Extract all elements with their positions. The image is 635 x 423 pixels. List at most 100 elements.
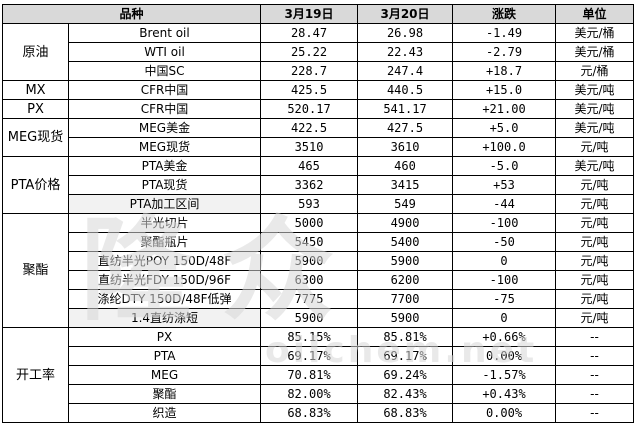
item-name: PTA美金 bbox=[67, 156, 262, 176]
group-label: 原油 bbox=[2, 23, 69, 81]
value-mar20: 541.17 bbox=[357, 99, 454, 119]
group-label: 开工率 bbox=[2, 327, 69, 423]
value-mar19: 25.22 bbox=[260, 42, 359, 62]
item-name: 涤纶DTY 150D/48F低弹 bbox=[67, 289, 262, 309]
table-row: 聚酯瓶片 5450 5400 -50 元/吨 bbox=[3, 232, 635, 252]
value-mar20: 440.5 bbox=[357, 80, 454, 100]
value-mar20: 460 bbox=[357, 156, 454, 176]
change-value: 0.00% bbox=[452, 346, 557, 366]
group-label: 聚酯 bbox=[2, 213, 69, 328]
change-value: -100 bbox=[452, 213, 557, 233]
value-mar20: 427.5 bbox=[357, 118, 454, 138]
value-mar20: 26.98 bbox=[357, 23, 454, 43]
change-value: +0.43% bbox=[452, 384, 557, 404]
header-variety: 品种 bbox=[1, 4, 262, 24]
table-row: 原油 Brent oil 28.47 26.98 -1.49 美元/桶 bbox=[2, 23, 635, 81]
change-value: -44 bbox=[452, 194, 557, 214]
unit: 元/桶 bbox=[555, 61, 635, 81]
item-name: 织造 bbox=[67, 403, 262, 423]
change-value: -1.49 bbox=[452, 23, 557, 43]
table-row: 直纺半光POY 150D/48F 5900 5900 0 元/吨 bbox=[3, 251, 635, 271]
value-mar19: 593 bbox=[260, 194, 359, 214]
change-value: +100.0 bbox=[452, 137, 557, 157]
unit: 元/吨 bbox=[555, 137, 635, 157]
value-mar20: 5400 bbox=[357, 232, 454, 252]
value-mar19: 5900 bbox=[260, 251, 359, 271]
item-name: PTA bbox=[67, 346, 262, 366]
table-row: 聚酯 半光切片 5000 4900 -100 元/吨 bbox=[2, 213, 635, 328]
item-name: PTA加工区间 bbox=[67, 194, 262, 214]
table-row: 1.4直纺涤短 5900 5900 0 元/吨 bbox=[3, 308, 635, 328]
change-value: -2.79 bbox=[452, 42, 557, 62]
change-value: +53 bbox=[452, 175, 557, 195]
table-row: MX CFR中国 425.5 440.5 +15.0 美元/吨 bbox=[2, 80, 635, 100]
table-row: PTA加工区间 593 549 -44 元/吨 bbox=[3, 194, 635, 214]
value-mar19: 425.5 bbox=[260, 80, 359, 100]
change-value: -50 bbox=[452, 232, 557, 252]
group-label: PX bbox=[2, 99, 69, 119]
table-row: 开工率 PX 85.15% 85.81% +0.66% -- bbox=[2, 327, 635, 423]
table-row: PX CFR中国 520.17 541.17 +21.00 美元/吨 bbox=[2, 99, 635, 119]
change-value: +5.0 bbox=[452, 118, 557, 138]
table-row: MEG现货 MEG美金 422.5 427.5 +5.0 美元/吨 bbox=[2, 118, 635, 157]
value-mar19: 6300 bbox=[260, 270, 359, 290]
group-label: PTA价格 bbox=[2, 156, 69, 214]
value-mar20: 68.83% bbox=[357, 403, 454, 423]
unit: 美元/吨 bbox=[555, 99, 635, 119]
change-value: +18.7 bbox=[452, 61, 557, 81]
item-name: 聚酯瓶片 bbox=[67, 232, 262, 252]
table-row: WTI oil 25.22 22.43 -2.79 美元/桶 bbox=[3, 42, 635, 62]
change-value: 0.00% bbox=[452, 403, 557, 423]
table-row: MEG现货 3510 3610 +100.0 元/吨 bbox=[3, 137, 635, 157]
table-row: PTA现货 3362 3415 +53 元/吨 bbox=[3, 175, 635, 195]
item-name: WTI oil bbox=[67, 42, 262, 62]
value-mar20: 69.17% bbox=[357, 346, 454, 366]
value-mar19: 69.17% bbox=[260, 346, 359, 366]
table-row: 聚酯 82.00% 82.43% +0.43% -- bbox=[3, 384, 635, 404]
value-mar19: 5450 bbox=[260, 232, 359, 252]
value-mar19: 3510 bbox=[260, 137, 359, 157]
change-value: +21.00 bbox=[452, 99, 557, 119]
unit: 元/吨 bbox=[555, 251, 635, 271]
item-name: Brent oil bbox=[67, 23, 262, 43]
value-mar19: 68.83% bbox=[260, 403, 359, 423]
header-unit: 单位 bbox=[555, 4, 635, 24]
unit: 元/吨 bbox=[555, 175, 635, 195]
table-row: 中国SC 228.7 247.4 +18.7 元/桶 bbox=[3, 61, 635, 81]
unit: -- bbox=[555, 365, 635, 385]
value-mar20: 549 bbox=[357, 194, 454, 214]
change-value: -1.57% bbox=[452, 365, 557, 385]
value-mar20: 247.4 bbox=[357, 61, 454, 81]
value-mar19: 5000 bbox=[260, 213, 359, 233]
unit: 元/吨 bbox=[555, 270, 635, 290]
unit: 元/吨 bbox=[555, 232, 635, 252]
group-label: MEG现货 bbox=[2, 118, 69, 157]
value-mar20: 5900 bbox=[357, 308, 454, 328]
value-mar20: 69.24% bbox=[357, 365, 454, 385]
change-value: +15.0 bbox=[452, 80, 557, 100]
value-mar20: 85.81% bbox=[357, 327, 454, 347]
header-date-2: 3月20日 bbox=[357, 4, 454, 24]
unit: 元/吨 bbox=[555, 289, 635, 309]
value-mar19: 7775 bbox=[260, 289, 359, 309]
value-mar19: 85.15% bbox=[260, 327, 359, 347]
value-mar20: 4900 bbox=[357, 213, 454, 233]
item-name: PX bbox=[67, 327, 262, 347]
value-mar19: 422.5 bbox=[260, 118, 359, 138]
value-mar19: 520.17 bbox=[260, 99, 359, 119]
value-mar19: 82.00% bbox=[260, 384, 359, 404]
table-row: 织造 68.83% 68.83% 0.00% -- bbox=[3, 403, 635, 423]
item-name: 直纺半光FDY 150D/96F bbox=[67, 270, 262, 290]
unit: -- bbox=[555, 384, 635, 404]
price-table-screenshot: 品种 3月19日 3月20日 涨跌 单位 原油 Brent oil 28.47 26.… bbox=[1, 4, 635, 423]
unit: -- bbox=[555, 346, 635, 366]
item-name: 1.4直纺涤短 bbox=[67, 308, 262, 328]
value-mar19: 5900 bbox=[260, 308, 359, 328]
table-row: PTA 69.17% 69.17% 0.00% -- bbox=[3, 346, 635, 366]
unit: 美元/吨 bbox=[555, 156, 635, 176]
value-mar20: 22.43 bbox=[357, 42, 454, 62]
item-name: CFR中国 bbox=[67, 80, 262, 100]
change-value: -100 bbox=[452, 270, 557, 290]
unit: 美元/吨 bbox=[555, 80, 635, 100]
table-body: 原油 Brent oil 28.47 26.98 -1.49 美元/桶 WTI oil 25.… bbox=[2, 23, 635, 423]
